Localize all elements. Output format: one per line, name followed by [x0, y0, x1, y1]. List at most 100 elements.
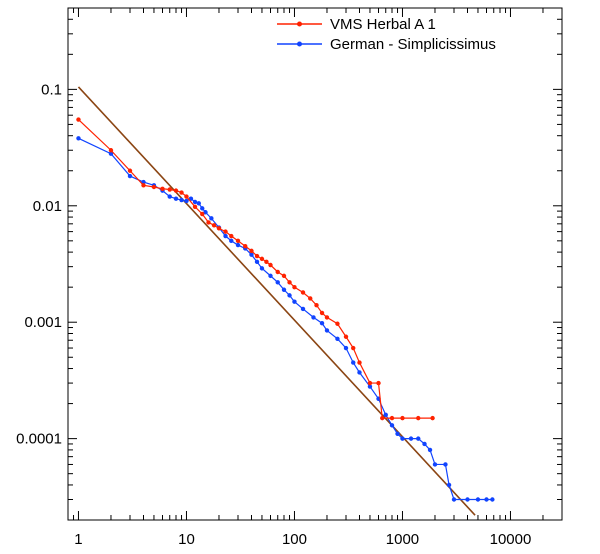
data-point [206, 220, 211, 225]
data-point [184, 194, 189, 199]
y-tick-label: 0.001 [24, 314, 62, 331]
data-point [446, 482, 452, 488]
data-point [141, 179, 146, 185]
data-point [151, 184, 157, 190]
data-point [292, 299, 297, 304]
data-point [319, 310, 325, 316]
data-point [196, 201, 201, 206]
data-point [173, 196, 179, 201]
data-point [235, 238, 241, 244]
data-point [268, 262, 273, 268]
data-point [400, 436, 405, 441]
data-point [475, 497, 481, 502]
data-point [192, 199, 198, 205]
series-fit-line [77, 86, 476, 516]
data-point [200, 211, 205, 217]
series-vms-herbal-a-1 [76, 117, 435, 421]
data-point [275, 269, 280, 275]
data-point [141, 183, 146, 188]
data-point [259, 266, 265, 271]
data-point [179, 197, 184, 203]
data-point [76, 136, 81, 141]
data-point [292, 284, 297, 290]
data-point [167, 187, 172, 192]
y-tick-label: 0.01 [33, 198, 62, 215]
x-tick-label: 10000 [490, 531, 532, 548]
data-point [335, 336, 340, 342]
data-point [408, 436, 414, 441]
data-point [300, 306, 306, 312]
data-point [380, 415, 385, 421]
data-point [287, 293, 292, 298]
data-point [432, 462, 438, 467]
data-point [184, 198, 189, 204]
data-point [259, 256, 265, 262]
data-point [357, 370, 362, 375]
data-point [76, 117, 81, 122]
data-point [229, 238, 234, 244]
data-point [451, 497, 457, 502]
data-point [335, 321, 340, 326]
data-point [389, 423, 395, 428]
data-point [281, 287, 287, 292]
data-point [249, 252, 254, 257]
data-point [319, 321, 325, 326]
data-point [343, 334, 349, 339]
data-point [383, 412, 388, 418]
data-point [430, 415, 435, 421]
data-point [351, 345, 356, 351]
data-point [160, 186, 165, 191]
data-point [254, 259, 260, 265]
y-tick-label: 0.0001 [16, 431, 62, 448]
data-point [422, 441, 427, 447]
data-point [173, 188, 179, 193]
data-point [465, 497, 470, 502]
data-point [203, 210, 208, 215]
data-point [490, 497, 495, 502]
legend-label: VMS Herbal A 1 [330, 16, 436, 33]
data-point [484, 497, 489, 502]
data-point [268, 273, 273, 279]
data-point [395, 431, 400, 437]
plot-frame [67, 7, 563, 521]
x-tick-label: 10 [178, 531, 195, 548]
data-point [127, 173, 133, 179]
data-point [324, 328, 330, 333]
data-point [200, 206, 205, 211]
data-point [216, 226, 222, 231]
y-tick-label: 0.1 [41, 81, 62, 98]
data-point [367, 384, 373, 389]
legend-swatch-marker [297, 21, 302, 27]
x-tick-label: 100 [282, 531, 307, 548]
data-point [324, 315, 330, 320]
data-point [351, 360, 356, 365]
series-line [77, 86, 476, 516]
data-point [108, 148, 114, 153]
legend-swatch-marker [297, 41, 302, 47]
data-point [127, 168, 133, 173]
data-point [108, 151, 114, 156]
axis-ticks: 1 10 100 1000 10000 0.1 0.01 0.001 0.0001 [16, 8, 562, 548]
data-point [211, 223, 217, 228]
x-tick-label: 1000 [386, 531, 419, 548]
x-tick-label: 1 [74, 531, 82, 548]
data-point [235, 242, 241, 248]
data-point [275, 280, 280, 285]
legend-label: German - Simplicissimus [330, 36, 496, 53]
data-point [167, 194, 172, 199]
data-point [264, 259, 269, 265]
legend: VMS Herbal A 1 German - Simplicissimus [277, 16, 496, 53]
data-point [308, 296, 313, 301]
data-point [343, 345, 349, 351]
data-point [300, 290, 306, 295]
data-point [209, 216, 214, 221]
data-point [287, 280, 292, 285]
data-point [254, 253, 260, 259]
data-point [367, 380, 373, 386]
data-point [376, 380, 381, 386]
data-point [389, 415, 395, 421]
legend-entry: German - Simplicissimus [277, 36, 496, 53]
data-point [357, 360, 362, 365]
